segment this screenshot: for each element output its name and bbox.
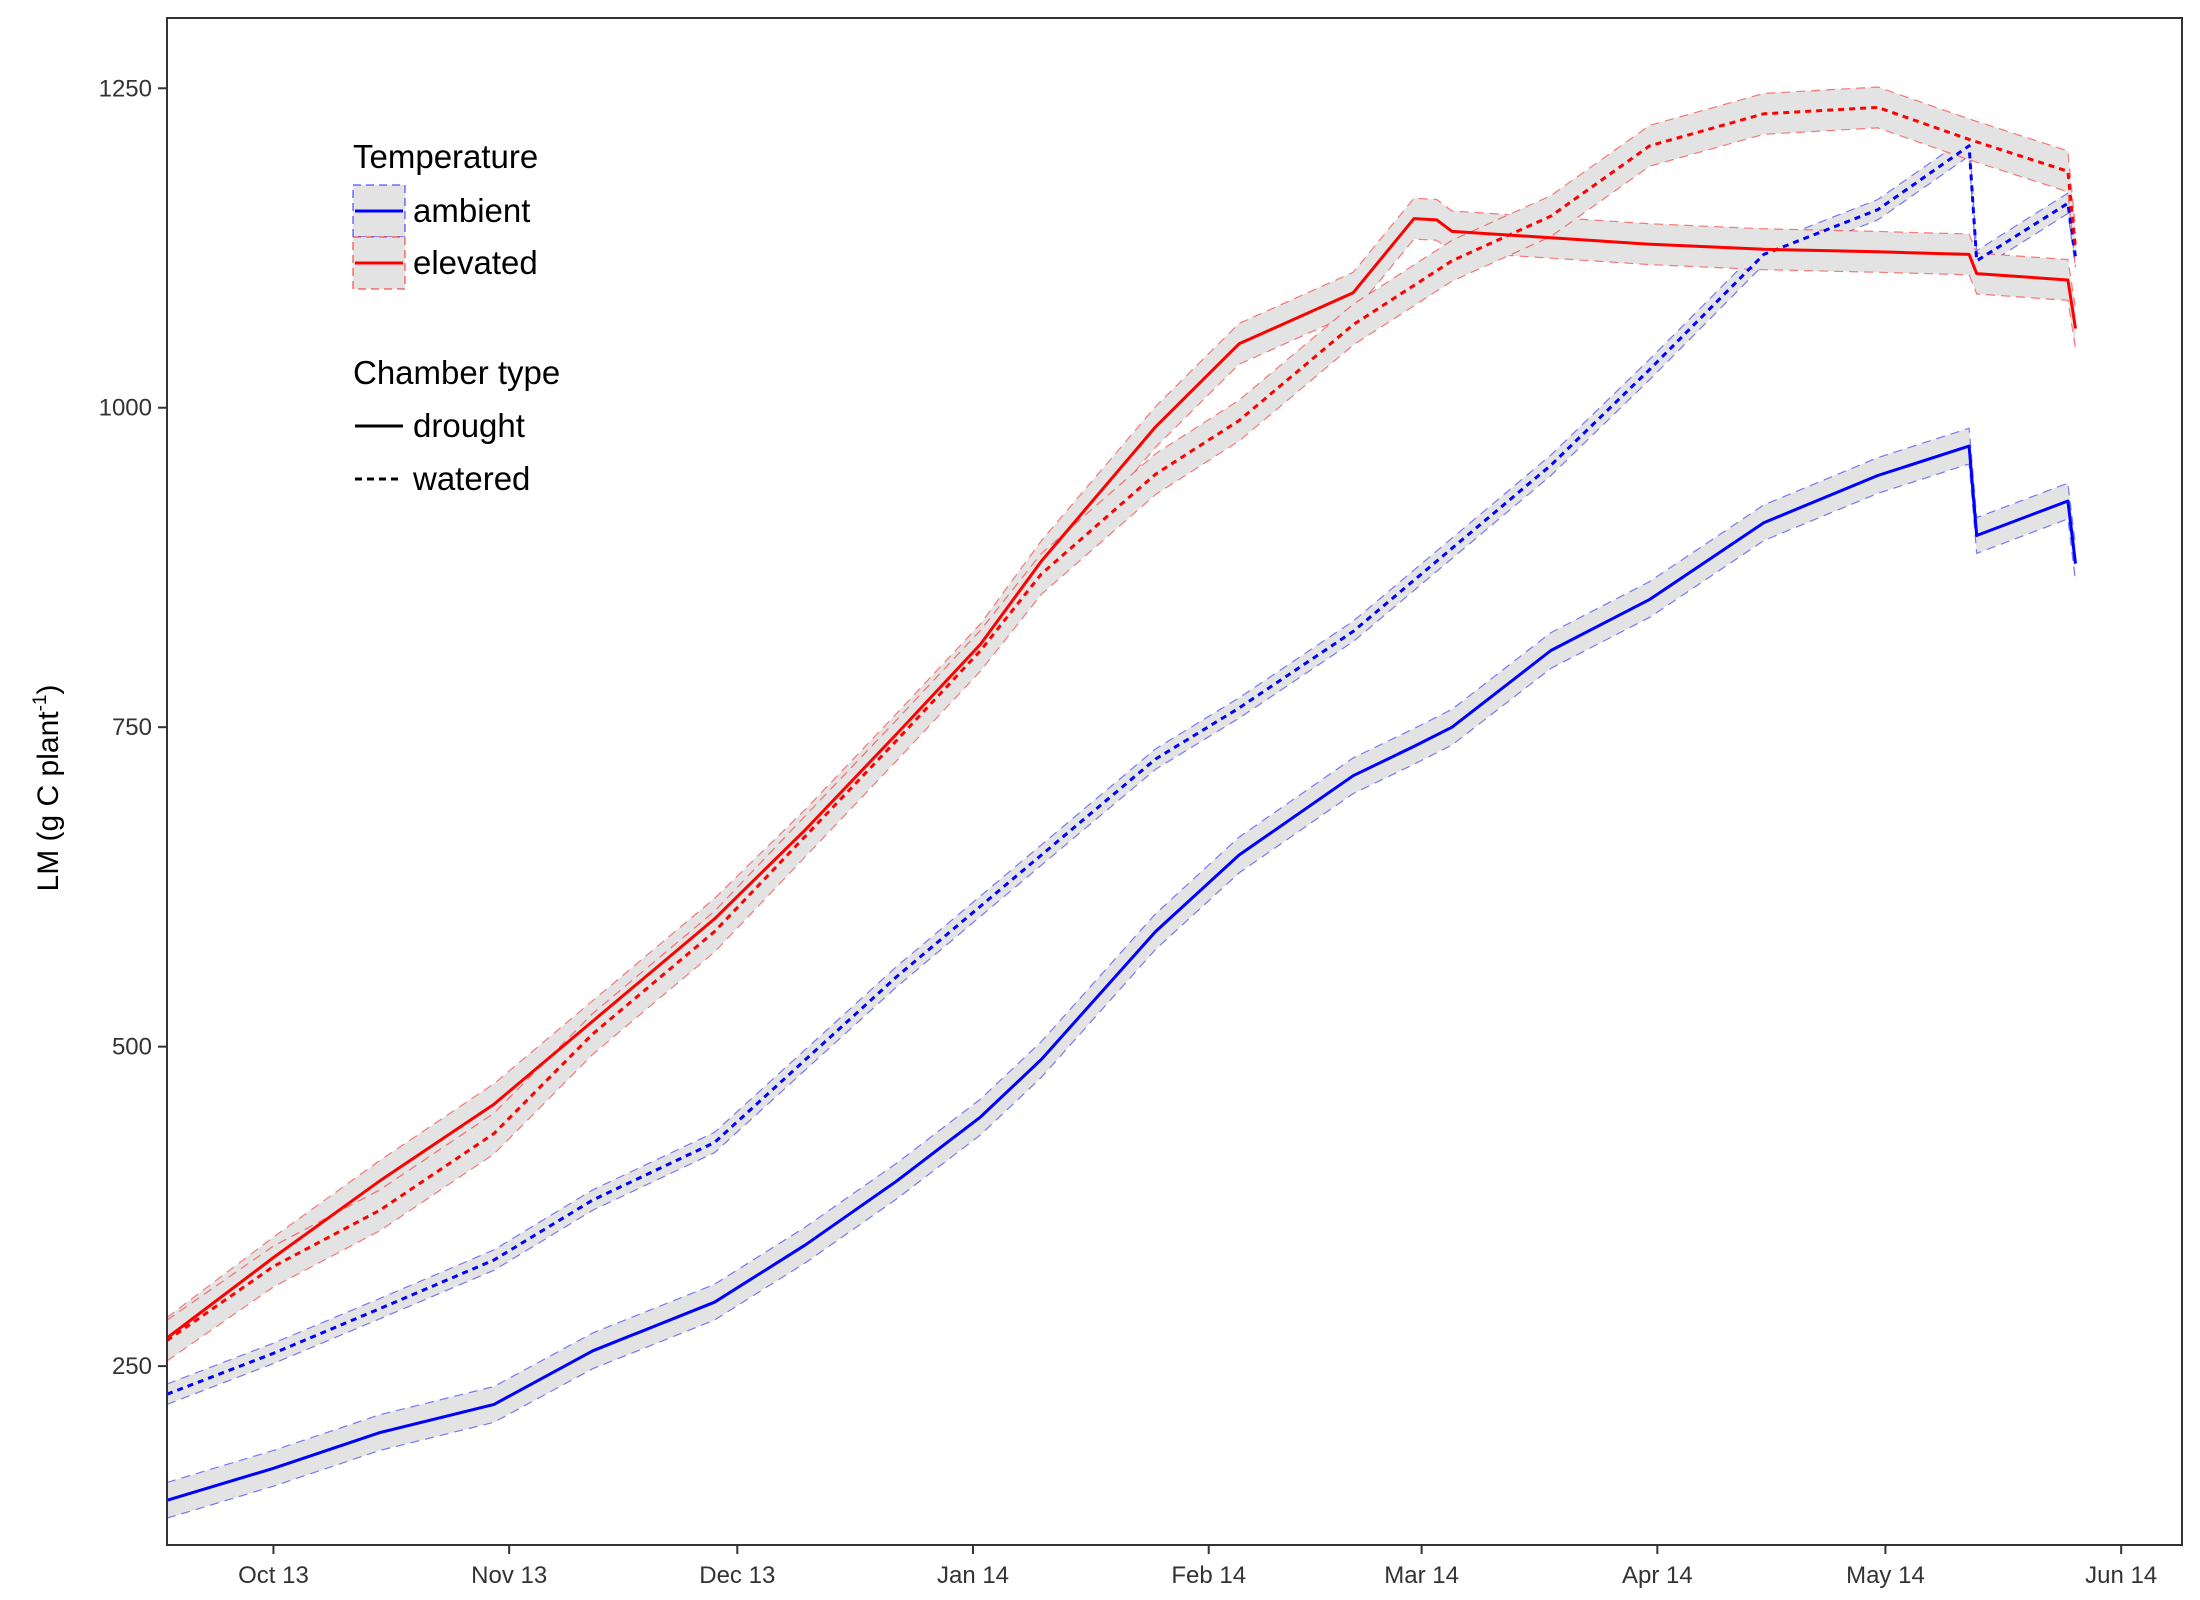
y-axis-title: LM (g C plant-1) bbox=[30, 685, 65, 892]
ambient-drought-line bbox=[166, 444, 2077, 1502]
y-axis: 250 500 750 1000 1250 bbox=[99, 75, 167, 1380]
ambient-drought-band-upper-edge bbox=[166, 427, 2077, 1483]
x-tick-label: Dec 13 bbox=[699, 1562, 775, 1589]
y-axis-title-main: LM (g C plant bbox=[32, 711, 65, 892]
y-tick-label: 750 bbox=[112, 714, 152, 741]
x-tick-label: Nov 13 bbox=[471, 1562, 547, 1589]
x-tick-label: Oct 13 bbox=[238, 1562, 309, 1589]
ribbon-bands bbox=[166, 86, 2077, 1519]
legend-label-elevated: elevated bbox=[413, 244, 538, 281]
ambient-drought-band-lower-edge bbox=[166, 463, 2077, 1519]
legend-label-drought: drought bbox=[413, 407, 525, 444]
x-tick-label: Apr 14 bbox=[1622, 1562, 1693, 1589]
elevated-watered-band-lower-edge bbox=[166, 127, 2077, 1362]
y-tick-label: 1250 bbox=[99, 75, 152, 102]
elevated-drought-band-upper-edge bbox=[166, 197, 2077, 1318]
plot-border bbox=[166, 17, 2183, 1546]
elevated-drought-band-lower-edge bbox=[166, 238, 2077, 1359]
y-tick-label: 250 bbox=[112, 1353, 152, 1380]
plot-panel bbox=[167, 18, 2182, 1545]
ambient-drought-band bbox=[167, 428, 2076, 1519]
y-axis-title-superscript: -1 bbox=[30, 695, 51, 712]
elevated-drought-line bbox=[166, 217, 2077, 1340]
legend-label-watered: watered bbox=[412, 460, 530, 497]
x-tick-label: Mar 14 bbox=[1384, 1562, 1459, 1589]
series-lines bbox=[166, 105, 2077, 1502]
x-axis: Oct 13 Nov 13 Dec 13 Jan 14 Feb 14 Mar 14 Apr … bbox=[238, 1545, 2157, 1589]
x-tick-label: Jan 14 bbox=[937, 1562, 1009, 1589]
y-axis-title-close: ) bbox=[32, 685, 65, 695]
ambient-watered-band-lower-edge bbox=[166, 154, 2077, 1405]
legend-label-ambient: ambient bbox=[413, 192, 530, 229]
legend: Temperature ambient elevated Chamber typ… bbox=[352, 138, 560, 497]
ambient-watered-band-upper-edge bbox=[166, 134, 2077, 1385]
elevated-watered-band-upper-edge bbox=[166, 86, 2077, 1321]
y-tick-label: 500 bbox=[112, 1034, 152, 1061]
ambient-watered-line bbox=[166, 144, 2077, 1396]
legend-title-chamber: Chamber type bbox=[353, 354, 560, 391]
elevated-watered-band bbox=[167, 87, 2076, 1361]
legend-title-temperature: Temperature bbox=[353, 138, 538, 175]
y-tick-label: 1000 bbox=[99, 395, 152, 422]
x-tick-label: Feb 14 bbox=[1171, 1562, 1246, 1589]
elevated-watered-line bbox=[166, 105, 2077, 1342]
x-tick-label: Jun 14 bbox=[2085, 1562, 2157, 1589]
x-tick-label: May 14 bbox=[1846, 1562, 1925, 1589]
